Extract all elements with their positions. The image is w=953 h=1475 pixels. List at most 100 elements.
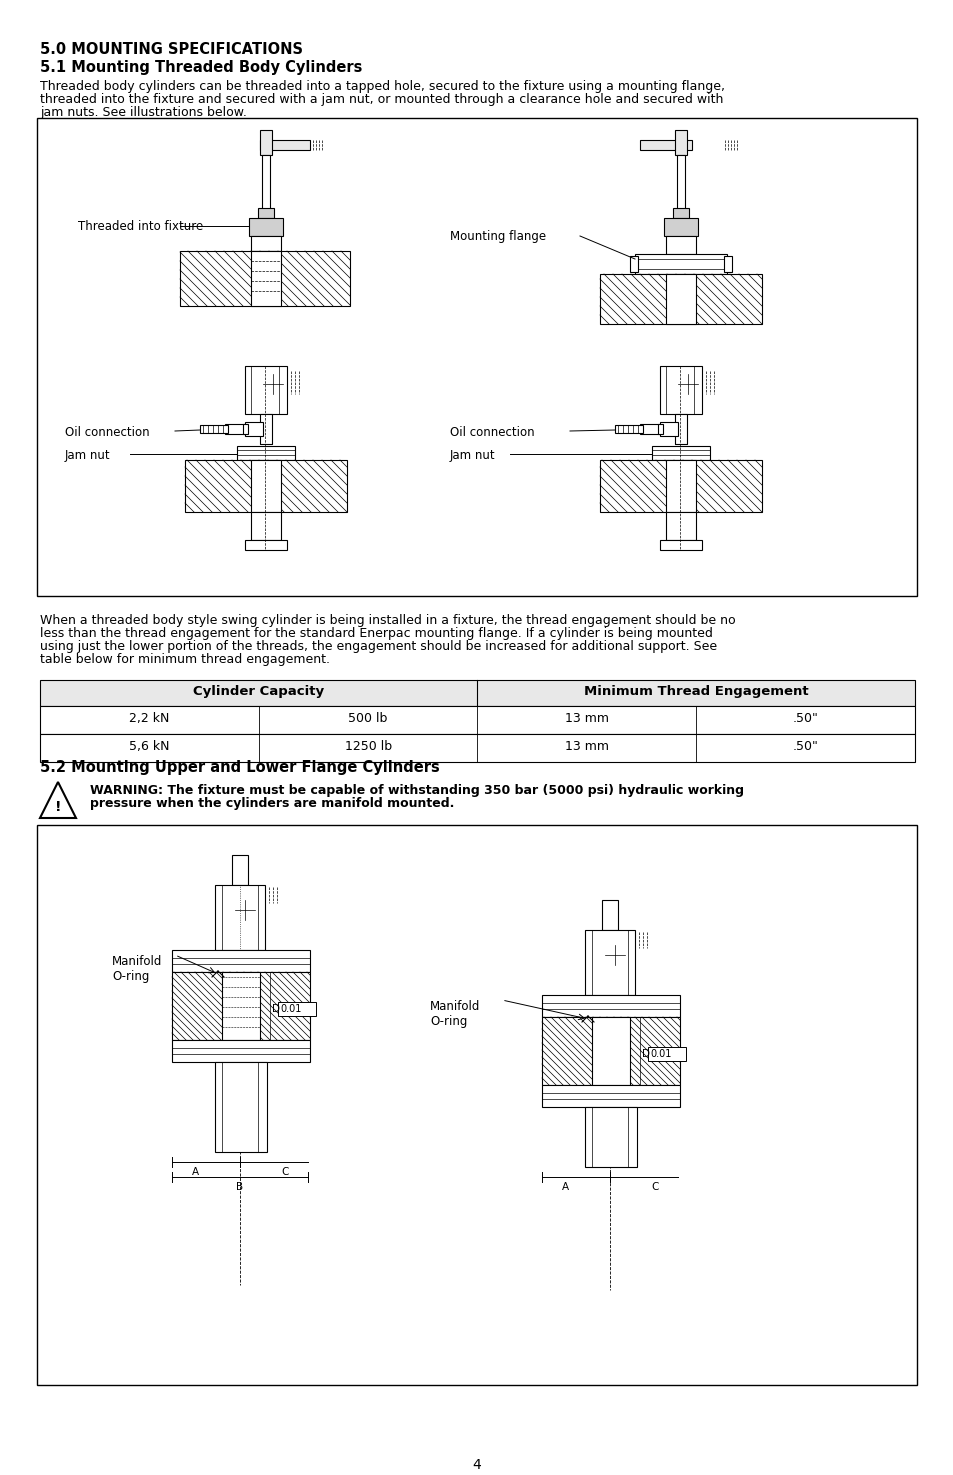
Bar xyxy=(665,460,696,512)
Circle shape xyxy=(213,969,223,979)
Text: Minimum Thread Engagement: Minimum Thread Engagement xyxy=(583,684,808,698)
Bar xyxy=(185,460,347,512)
Bar xyxy=(663,218,698,236)
Bar xyxy=(262,155,270,209)
Bar xyxy=(541,1016,679,1086)
Bar xyxy=(615,425,642,434)
Bar xyxy=(40,707,914,735)
Text: 500 lb: 500 lb xyxy=(348,712,388,726)
Bar xyxy=(225,423,247,434)
Bar xyxy=(541,1086,679,1108)
Bar xyxy=(172,1040,310,1062)
Bar xyxy=(257,208,274,218)
Bar xyxy=(601,900,618,931)
Text: threaded into the fixture and secured with a jam nut, or mounted through a clear: threaded into the fixture and secured wi… xyxy=(40,93,722,106)
Bar xyxy=(236,445,294,460)
Bar xyxy=(214,885,265,950)
Polygon shape xyxy=(40,782,76,819)
Text: 13 mm: 13 mm xyxy=(564,740,608,754)
Text: Oil connection: Oil connection xyxy=(65,426,150,440)
Circle shape xyxy=(676,139,687,150)
Text: C: C xyxy=(281,1167,289,1177)
Bar xyxy=(245,366,287,414)
Text: !: ! xyxy=(54,799,61,814)
Bar xyxy=(723,257,731,271)
Bar xyxy=(40,680,914,707)
Circle shape xyxy=(602,943,626,968)
Circle shape xyxy=(263,375,283,394)
Bar xyxy=(675,130,686,155)
Bar xyxy=(251,251,281,305)
Bar xyxy=(599,274,761,324)
Text: 0.01: 0.01 xyxy=(280,1004,301,1013)
Bar xyxy=(172,972,310,1040)
Bar xyxy=(260,414,272,444)
Text: Oil connection: Oil connection xyxy=(450,426,534,440)
Text: 0.01: 0.01 xyxy=(649,1049,671,1059)
Bar xyxy=(245,422,263,437)
Text: pressure when the cylinders are manifold mounted.: pressure when the cylinders are manifold… xyxy=(90,796,454,810)
Text: table below for minimum thread engagement.: table below for minimum thread engagemen… xyxy=(40,653,330,667)
Text: Jam nut: Jam nut xyxy=(65,448,111,462)
Text: WARNING: The fixture must be capable of withstanding 350 bar (5000 psi) hydrauli: WARNING: The fixture must be capable of … xyxy=(90,785,743,796)
Bar xyxy=(200,425,228,434)
Bar xyxy=(651,445,709,460)
Bar xyxy=(249,218,283,236)
Circle shape xyxy=(233,898,256,922)
Text: Threaded into fixture: Threaded into fixture xyxy=(78,220,203,233)
Text: 5.2 Mounting Upper and Lower Flange Cylinders: 5.2 Mounting Upper and Lower Flange Cyli… xyxy=(40,760,439,774)
Bar xyxy=(172,950,310,972)
Bar xyxy=(639,423,661,434)
Bar xyxy=(672,208,688,218)
Bar xyxy=(584,931,635,996)
Text: B: B xyxy=(236,1181,243,1192)
Bar xyxy=(659,366,701,414)
Text: using just the lower portion of the threads, the engagement should be increased : using just the lower portion of the thre… xyxy=(40,640,717,653)
Bar xyxy=(665,512,696,540)
Text: 5.0 MOUNTING SPECIFICATIONS: 5.0 MOUNTING SPECIFICATIONS xyxy=(40,41,303,58)
Bar xyxy=(665,274,696,324)
Text: C: C xyxy=(651,1181,658,1192)
Text: Cylinder Capacity: Cylinder Capacity xyxy=(193,684,324,698)
Bar xyxy=(37,118,916,596)
Circle shape xyxy=(678,375,698,394)
Bar xyxy=(243,423,248,434)
Bar xyxy=(251,460,281,512)
Bar xyxy=(599,460,761,512)
Text: jam nuts. See illustrations below.: jam nuts. See illustrations below. xyxy=(40,106,247,119)
Bar xyxy=(584,1108,637,1167)
Bar xyxy=(40,735,914,763)
Bar xyxy=(629,257,638,271)
Bar xyxy=(245,540,287,550)
Circle shape xyxy=(582,1013,593,1024)
Bar xyxy=(665,236,696,254)
Text: Mounting flange: Mounting flange xyxy=(450,230,545,243)
Bar xyxy=(251,512,281,540)
Bar xyxy=(251,236,281,251)
Text: When a threaded body style swing cylinder is being installed in a fixture, the t: When a threaded body style swing cylinde… xyxy=(40,614,735,627)
Text: .50": .50" xyxy=(792,712,818,726)
Text: 5,6 kN: 5,6 kN xyxy=(129,740,170,754)
Text: Jam nut: Jam nut xyxy=(450,448,496,462)
Text: 1250 lb: 1250 lb xyxy=(344,740,392,754)
Bar xyxy=(260,130,272,155)
Text: Manifold
O-ring: Manifold O-ring xyxy=(112,954,162,982)
Text: A: A xyxy=(192,1167,198,1177)
Bar xyxy=(277,1002,315,1016)
Text: less than the thread engagement for the standard Enerpac mounting flange. If a c: less than the thread engagement for the … xyxy=(40,627,712,640)
Bar xyxy=(592,1016,629,1086)
Bar xyxy=(180,251,350,305)
Text: D: D xyxy=(641,1049,649,1059)
Text: 13 mm: 13 mm xyxy=(564,712,608,726)
Bar xyxy=(635,254,726,274)
Text: Threaded body cylinders can be threaded into a tapped hole, secured to the fixtu: Threaded body cylinders can be threaded … xyxy=(40,80,724,93)
Bar xyxy=(222,972,260,1040)
Bar xyxy=(677,155,684,209)
Text: D: D xyxy=(272,1004,280,1013)
Text: .50": .50" xyxy=(792,740,818,754)
Bar xyxy=(659,540,701,550)
Text: 2,2 kN: 2,2 kN xyxy=(129,712,170,726)
Text: A: A xyxy=(561,1181,568,1192)
Bar xyxy=(639,140,691,150)
Text: 5.1 Mounting Threaded Body Cylinders: 5.1 Mounting Threaded Body Cylinders xyxy=(40,60,362,75)
